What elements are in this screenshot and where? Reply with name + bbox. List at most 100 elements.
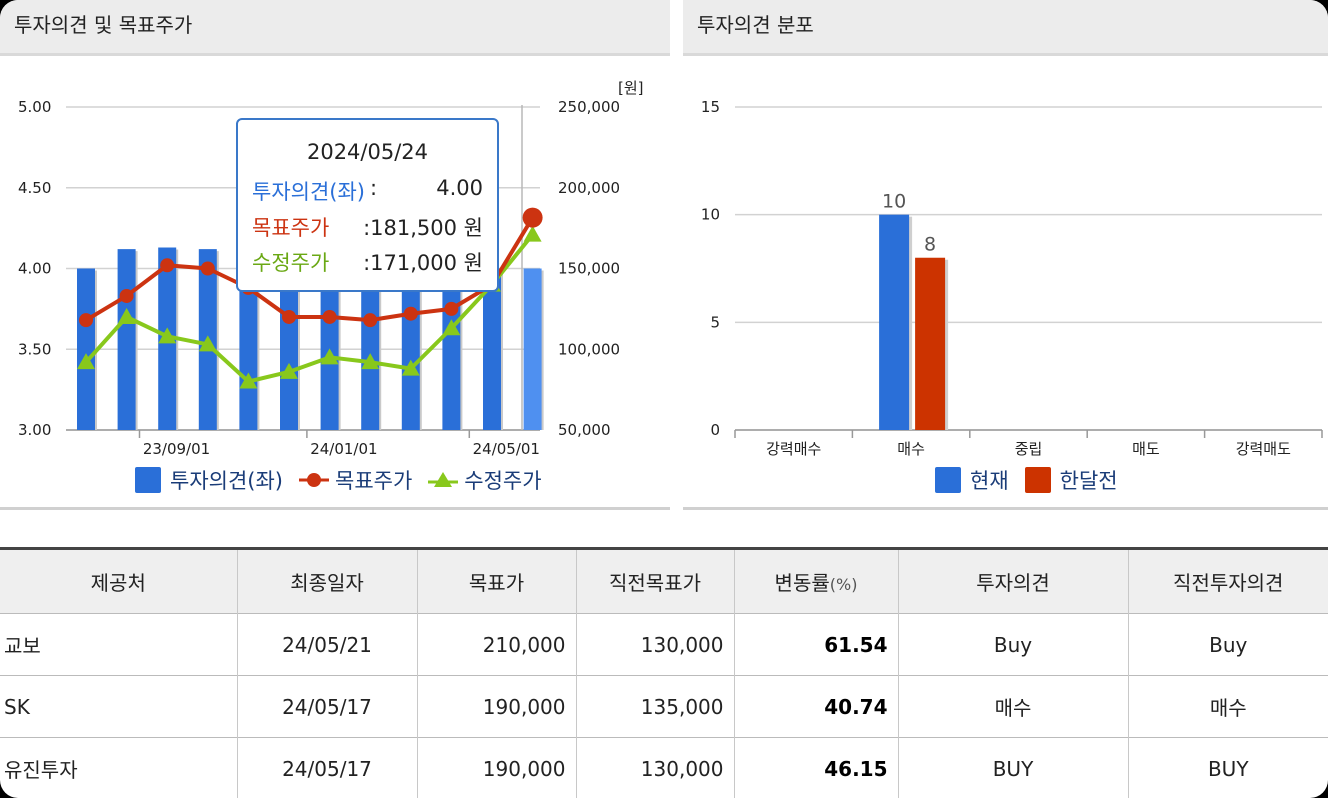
target-price-point	[79, 313, 93, 328]
opinion-bar	[280, 268, 298, 430]
left-axis-tick: 4.00	[18, 260, 51, 278]
right-axis-tick: 150,000	[558, 260, 620, 278]
right-axis-tick: 200,000	[558, 179, 620, 197]
target-price-point	[322, 309, 337, 324]
tooltip-opinion-value: 4.00	[436, 176, 483, 200]
header-date[interactable]: 최종일자	[237, 548, 418, 614]
table-row: 유진투자 24/05/17 190,000 130,000 46.15 BUY …	[0, 737, 1328, 798]
distribution-bar	[915, 257, 946, 430]
legend-opinion-label: 투자의견(좌)	[170, 469, 283, 493]
x-axis-tick: 23/09/01	[143, 440, 210, 458]
adjusted-price-point	[117, 307, 136, 324]
category-label: 강력매도	[1236, 440, 1291, 458]
target-price-point	[444, 301, 459, 316]
cell-date: 24/05/17	[237, 737, 418, 798]
table-row: 교보 24/05/21 210,000 130,000 61.54 Buy Bu…	[0, 613, 1328, 676]
cell-opinion: Buy	[898, 613, 1129, 676]
right-panel-divider	[683, 507, 1328, 510]
target-price-point	[160, 258, 175, 273]
cell-prev-target: 130,000	[576, 737, 735, 798]
header-opinion[interactable]: 투자의견	[898, 548, 1129, 614]
target-price-point	[200, 261, 215, 276]
right-axis-tick: 50,000	[558, 421, 611, 439]
opinion-bar	[483, 268, 501, 430]
cell-target: 210,000	[417, 613, 577, 676]
legend-adjusted[interactable]: 수정주가	[428, 465, 542, 495]
tooltip-opinion-label: 투자의견(좌)	[252, 180, 365, 204]
header-prev-target[interactable]: 직전목표가	[576, 548, 735, 614]
target-price-point	[119, 288, 134, 303]
adjusted-price-point	[77, 353, 95, 370]
cell-change: 46.15	[734, 737, 899, 798]
category-label: 매도	[1132, 440, 1160, 458]
table-header-row: 제공처 최종일자 목표가 직전목표가 변동률(%) 투자의견 직전투자의견	[0, 548, 1328, 614]
table-row: SK 24/05/17 190,000 135,000 40.74 매수 매수	[0, 675, 1328, 738]
target-price-point	[282, 309, 296, 324]
header-change-unit: (%)	[829, 575, 858, 594]
header-provider[interactable]: 제공처	[0, 548, 238, 614]
y-axis-tick: 5	[710, 313, 720, 331]
cell-prev-opinion: Buy	[1209, 632, 1248, 657]
y-axis-tick: 10	[701, 206, 720, 224]
opinion-bar	[523, 268, 542, 430]
opinion-bar	[401, 268, 420, 430]
legend-target[interactable]: 목표주가	[299, 465, 412, 495]
opinion-distribution-chart: 15 10 5 0 10 8 강력매수 매수 중립 매도 강력매도	[701, 98, 1323, 458]
opinion-bar	[117, 249, 136, 430]
legend-adjusted-marker	[428, 472, 459, 487]
header-change[interactable]: 변동률(%)	[734, 548, 899, 614]
left-axis-tick: 4.50	[18, 179, 51, 197]
adjusted-price-point	[239, 372, 258, 389]
cell-change: 40.74	[734, 675, 899, 738]
tooltip-opinion-sep: :	[370, 176, 378, 200]
opinion-bar	[239, 268, 258, 430]
adjusted-price-point	[401, 359, 420, 376]
header-change-label: 변동률	[774, 571, 830, 595]
cell-change: 61.54	[734, 613, 899, 676]
legend-month-ago[interactable]: 한달전	[1024, 465, 1118, 495]
tooltip-target-value: :181,500 원	[363, 216, 483, 240]
header-prev-opinion[interactable]: 직전투자의견	[1173, 571, 1284, 595]
opinion-bar	[77, 268, 95, 430]
tooltip-target-label: 목표주가	[252, 216, 330, 240]
cell-provider: 유진투자	[0, 737, 238, 798]
adjusted-price-point	[523, 225, 542, 242]
right-axis-tick: 100,000	[558, 340, 620, 358]
category-label: 매수	[897, 440, 925, 458]
cell-provider: 교보	[0, 613, 238, 676]
adjusted-price-point	[442, 319, 461, 336]
cell-opinion: 매수	[898, 675, 1129, 738]
left-axis-tick: 3.50	[18, 340, 51, 358]
left-panel-title: 투자의견 및 목표주가	[0, 0, 670, 56]
target-price-point	[522, 207, 543, 228]
legend-opinion-swatch	[135, 467, 161, 493]
left-axis-tick: 3.00	[18, 421, 51, 439]
tooltip-adjusted-label: 수정주가	[252, 251, 330, 275]
category-label: 강력매수	[766, 440, 821, 458]
cell-date: 24/05/17	[237, 675, 418, 738]
target-price-line	[84, 216, 535, 323]
unit-label: [원]	[618, 79, 644, 97]
left-panel-divider	[0, 507, 670, 510]
legend-current[interactable]: 현재	[935, 465, 1009, 495]
opinion-target-chart: [원] 5.00 4.50 4.00 3.50 3.00 250,000 200,000 1…	[18, 79, 644, 458]
legend-target-label: 목표주가	[335, 469, 413, 493]
header-target[interactable]: 목표가	[417, 548, 577, 614]
distribution-bar-label: 10	[882, 191, 906, 213]
cell-prev-opinion: 매수	[1209, 696, 1247, 720]
legend-current-swatch	[935, 467, 961, 493]
right-chart-legend: 현재 한달전	[935, 465, 1134, 495]
legend-month-ago-label: 한달전	[1059, 469, 1118, 493]
legend-opinion[interactable]: 투자의견(좌)	[135, 465, 283, 495]
cell-prev-opinion: BUY	[1207, 756, 1249, 781]
x-axis-tick: 24/01/01	[310, 440, 377, 458]
chart-tooltip: 2024/05/24 투자의견(좌) : 4.00 목표주가 :181,500 …	[236, 118, 499, 292]
category-label: 중립	[1015, 440, 1043, 458]
adjusted-price-point	[198, 335, 217, 352]
cell-opinion: BUY	[898, 737, 1129, 798]
cell-prev-target: 135,000	[576, 675, 735, 738]
opinion-bar	[361, 268, 380, 430]
distribution-bar	[879, 214, 910, 430]
left-axis-tick: 5.00	[18, 98, 51, 116]
adjusted-price-line	[84, 233, 535, 384]
